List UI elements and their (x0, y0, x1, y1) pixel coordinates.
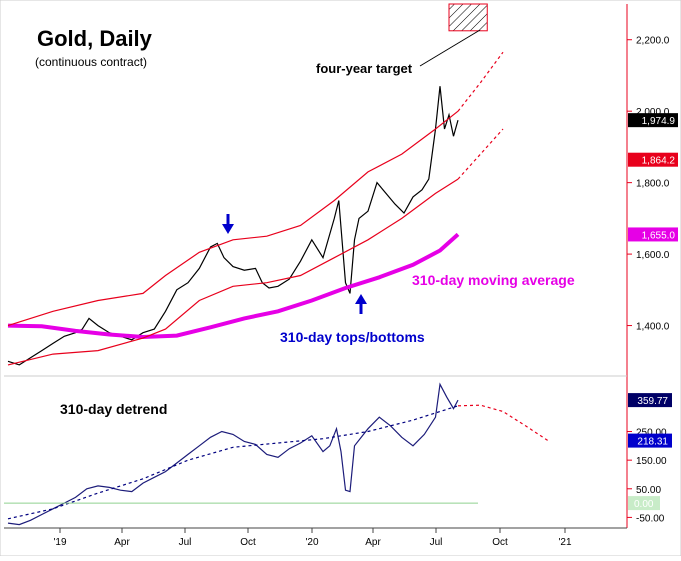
price-flag (628, 113, 678, 128)
x-tick-label: '21 (558, 537, 571, 548)
detrend-flag (628, 393, 672, 408)
y-tick-label: 150.00 (636, 456, 667, 467)
zero-flag (628, 496, 660, 511)
y-tick-label: 1,400.0 (636, 322, 670, 333)
up-arrow-icon (355, 294, 367, 314)
four-year-target-zone (448, 3, 488, 32)
target-pointer-line (419, 29, 481, 67)
y-tick-label: -50.00 (636, 513, 665, 524)
projection-upper-line (457, 51, 504, 112)
310-day-tops-bottoms-lower-band-line (7, 178, 459, 366)
310-day-tops-bottoms-upper-band-line (7, 110, 459, 327)
down-arrow-icon (222, 214, 234, 234)
y-tick-label: 1,800.0 (636, 179, 670, 190)
price-panel: 1,400.0 1,600.0 1,800.0 2,000.0 2,200.0 1,974… (7, 3, 678, 366)
projection-lower-line (457, 128, 504, 180)
ma-label: 310-day moving average (412, 272, 575, 288)
price-flag-label: 1,974.9 (642, 116, 676, 127)
y-tick-label: 2,000.0 (636, 107, 670, 118)
detrend-title: 310-day detrend (60, 401, 167, 417)
x-tick-label: Jul (430, 537, 443, 548)
price-flag (628, 227, 678, 242)
x-tick-label: '20 (305, 537, 318, 548)
y-tick-label: 1,600.0 (636, 250, 670, 261)
detrend-line (7, 382, 459, 526)
cycle-label: 310-day tops/bottoms (280, 329, 425, 345)
chart-title: Gold, Daily (37, 26, 153, 51)
four-year-target-label: four-year target (316, 61, 413, 76)
y-tick-label: 50.00 (636, 485, 661, 496)
chart-subtitle: (continuous contract) (35, 55, 147, 69)
detrend-flag-label: 359.77 (637, 396, 668, 407)
y-tick-label: 2,200.0 (636, 36, 670, 47)
detrend-flag (628, 433, 672, 448)
detrend-flag-label: 218.31 (637, 437, 668, 448)
x-tick-label: Oct (240, 537, 256, 548)
x-axis: '19 Apr Jul Oct '20 Apr Jul Oct '21 (53, 528, 572, 548)
zero-flag-label: 0.00 (634, 499, 654, 510)
detrend-trend-line (7, 405, 459, 520)
x-tick-label: Apr (114, 537, 130, 548)
price-flag-label: 1,864.2 (642, 156, 676, 167)
y-tick-label: 250.00 (636, 428, 667, 439)
310-day-moving-average-line (7, 232, 460, 340)
x-tick-label: Jul (179, 537, 192, 548)
gold-line (7, 86, 459, 366)
detrend-panel: -50.00 50.00 150.00 250.00 0.00 359.77 218.31 (4, 382, 672, 526)
price-flag (628, 152, 678, 167)
x-tick-label: Oct (492, 537, 508, 548)
x-tick-label: '19 (53, 537, 66, 548)
x-tick-label: Apr (365, 537, 381, 548)
price-flag-label: 1,655.0 (642, 230, 676, 241)
